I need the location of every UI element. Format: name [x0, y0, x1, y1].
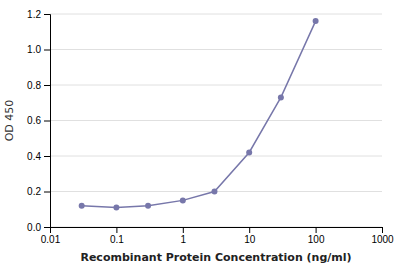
grid-line	[50, 120, 382, 121]
tick-mark	[44, 227, 50, 228]
grid-line	[50, 49, 382, 50]
tick: 10	[244, 227, 256, 245]
point	[278, 94, 284, 100]
tick-label: 1.0	[27, 44, 41, 55]
tick-label: 0.4	[27, 151, 41, 162]
tick-label: 1000	[371, 234, 394, 245]
tick-mark	[316, 227, 317, 233]
tick: 0.8	[27, 80, 50, 91]
tick-mark	[116, 227, 117, 233]
point	[313, 18, 319, 24]
tick-label: 0.8	[27, 80, 41, 91]
chart-container: 0.01 0.1 1 10 100 1000 0.0 0.2 0.4 0.6 0.8 1.0 1.2 Re…	[0, 0, 400, 267]
tick: 0.01	[41, 227, 61, 245]
x-axis: 0.01 0.1 1 10 100 1000	[41, 227, 394, 245]
grid-line	[50, 85, 382, 86]
tick: 0.4	[27, 151, 50, 162]
x-axis-title: Recombinant Protein Concentration (ng/ml…	[80, 251, 351, 264]
tick-label: 0.6	[27, 115, 41, 126]
tick-label: 100	[308, 234, 325, 245]
tick: 0.1	[110, 227, 124, 245]
point	[145, 203, 151, 209]
tick: 0.2	[27, 186, 50, 197]
tick-mark	[44, 156, 50, 157]
tick-mark	[44, 121, 50, 122]
tick-mark	[44, 14, 50, 15]
point	[113, 204, 119, 210]
tick-label: 0.0	[27, 222, 41, 233]
grid	[50, 14, 382, 227]
grid-line	[50, 156, 382, 157]
tick-mark	[382, 227, 383, 233]
tick-label: 0.1	[110, 234, 124, 245]
tick: 1000	[371, 227, 394, 245]
tick-mark	[44, 85, 50, 86]
point	[246, 149, 252, 155]
tick: 0.0	[27, 222, 50, 233]
tick-label: 10	[244, 234, 256, 245]
tick-label: 1	[181, 234, 187, 245]
tick: 0.6	[27, 115, 50, 126]
tick: 100	[308, 227, 325, 245]
tick: 1.2	[27, 9, 50, 20]
point	[180, 197, 186, 203]
line	[82, 21, 316, 207]
tick-mark	[183, 227, 184, 233]
tick-mark	[249, 227, 250, 233]
tick: 1.0	[27, 44, 50, 55]
tick-label: 0.01	[41, 234, 61, 245]
point	[79, 203, 85, 209]
tick: 1	[181, 227, 187, 245]
tick-mark	[44, 50, 50, 51]
axis-line	[44, 15, 51, 228]
plot-area: 0.01 0.1 1 10 100 1000 0.0 0.2 0.4 0.6 0.8 1.0 1.2	[27, 9, 394, 245]
point	[211, 189, 217, 195]
axis-line	[51, 228, 383, 234]
series	[79, 18, 319, 210]
tick-label: 1.2	[27, 9, 41, 20]
tick-label: 0.2	[27, 186, 41, 197]
y-axis: 0.0 0.2 0.4 0.6 0.8 1.0 1.2	[27, 9, 50, 233]
grid-line	[50, 14, 382, 15]
chart: 0.01 0.1 1 10 100 1000 0.0 0.2 0.4 0.6 0.8 1.0 1.2 Re…	[0, 0, 400, 267]
y-axis-title: OD 450	[3, 100, 16, 142]
tick-mark	[44, 192, 50, 193]
